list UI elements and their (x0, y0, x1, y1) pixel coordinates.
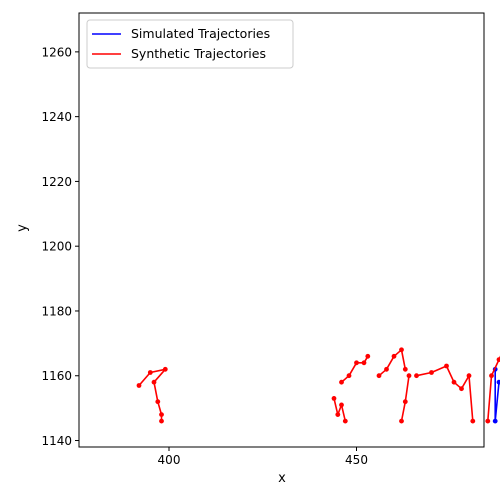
trajectory-point (339, 379, 344, 385)
trajectory-point (496, 357, 500, 362)
trajectory-point (384, 366, 389, 372)
trajectory-point (492, 418, 498, 424)
trajectory-point (346, 373, 352, 379)
trajectory-point (429, 370, 434, 375)
plot-frame (78, 12, 485, 448)
x-tick-label: 450 (345, 453, 368, 467)
trajectory-point (361, 360, 367, 366)
trajectory-line (333, 398, 347, 422)
trajectory-point (162, 366, 168, 372)
trajectory-point (399, 347, 404, 353)
y-axis-label: y (15, 224, 30, 232)
trajectory-point (159, 418, 164, 424)
trajectory-point (451, 379, 457, 385)
trajectory-line (340, 355, 369, 383)
trajectory-point (470, 418, 476, 424)
y-tick-label: 1200 (41, 240, 72, 254)
legend-label-simulated: Simulated Trajectories (131, 26, 270, 41)
x-tick-label: 400 (158, 453, 181, 467)
trajectory-line (378, 348, 407, 377)
trajectory-point (335, 412, 341, 417)
y-tick-label: 1140 (41, 434, 72, 448)
series-synthetic (136, 347, 500, 424)
trajectory-point (354, 360, 359, 366)
trajectory-point (399, 418, 404, 424)
x-axis-label: x (278, 471, 286, 486)
trajectory-point (444, 363, 449, 369)
trajectory-point (391, 353, 397, 359)
trajectory-line (416, 365, 474, 422)
y-axis-ticks: 1140 1160 1180 1200 1220 1240 1260 (41, 45, 79, 448)
trajectory-point (406, 373, 412, 379)
trajectory-point (159, 412, 164, 417)
series-simulated (492, 366, 500, 424)
trajectory-point (342, 418, 348, 424)
trajectory-point (339, 402, 344, 408)
axes-frame (78, 12, 485, 448)
trajectory-line (487, 355, 500, 422)
trajectory-point (147, 370, 153, 375)
trajectory-point (136, 383, 142, 388)
trajectory-point (331, 396, 337, 401)
y-tick-label: 1220 (41, 175, 72, 189)
legend-label-synthetic: Synthetic Trajectories (131, 46, 266, 61)
trajectory-point (485, 418, 491, 424)
x-axis-ticks: 400450500550600650700750 (158, 447, 368, 467)
trajectory-point (489, 373, 494, 379)
legend-box (86, 19, 294, 69)
y-tick-label: 1260 (41, 45, 72, 59)
trajectory-point (376, 373, 382, 379)
trajectory-point (155, 399, 161, 405)
trajectory-point (151, 379, 157, 385)
trajectory-point (459, 386, 464, 392)
trajectory-point (402, 366, 408, 372)
trajectory-layer (136, 347, 500, 424)
trajectory-line (400, 375, 410, 422)
y-tick-label: 1240 (41, 110, 72, 124)
trajectory-point (365, 353, 371, 359)
y-tick-label: 1180 (41, 304, 72, 318)
trajectory-point (466, 373, 472, 379)
legend: Simulated Trajectories Synthetic Traject… (86, 19, 294, 69)
trajectory-point (496, 379, 500, 385)
trajectory-point (402, 399, 408, 405)
trajectory-line (494, 369, 500, 422)
trajectory-point (414, 373, 419, 379)
y-tick-label: 1160 (41, 369, 72, 383)
